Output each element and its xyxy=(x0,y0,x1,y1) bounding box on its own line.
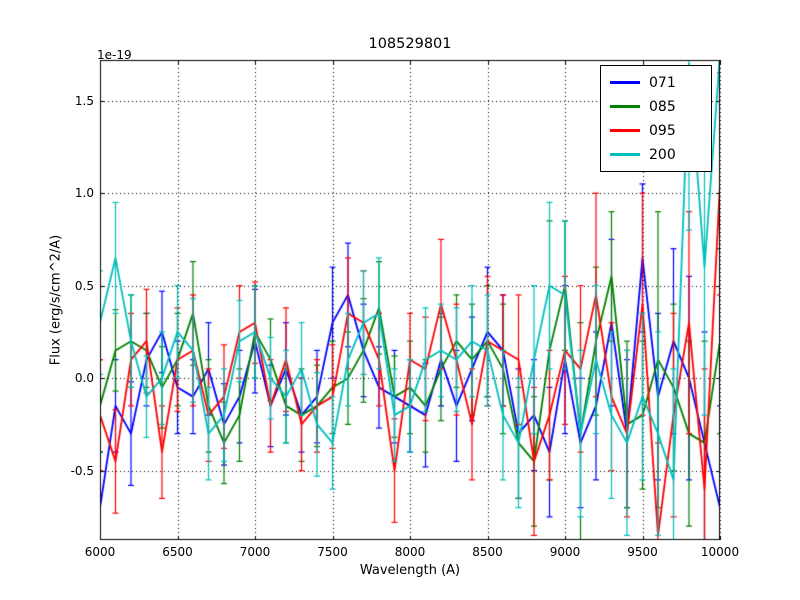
legend-entry: 071 xyxy=(610,72,702,93)
chart-title: 108529801 xyxy=(368,36,452,52)
legend-label: 200 xyxy=(649,146,676,163)
x-tick-label: 9000 xyxy=(549,545,581,559)
x-tick-label: 8500 xyxy=(472,545,503,559)
y-tick-label: -0.5 xyxy=(70,463,94,478)
x-tick-label: 7000 xyxy=(239,545,271,559)
x-tick-label: 9500 xyxy=(627,545,658,559)
y-offset-label: 1e-19 xyxy=(97,48,132,62)
x-tick-label: 8000 xyxy=(394,545,426,559)
legend-line-swatch xyxy=(610,129,640,132)
x-tick-label: 10000 xyxy=(700,545,740,559)
legend: 071 085 095 200 xyxy=(600,65,712,172)
y-tick-label: 0.5 xyxy=(74,278,94,293)
legend-label: 071 xyxy=(649,74,676,91)
legend-entry: 200 xyxy=(610,144,702,165)
y-axis-label: Flux (erg/s/cm^2/A) xyxy=(48,234,64,366)
legend-entry: 085 xyxy=(610,96,702,117)
y-tick-label: 1.0 xyxy=(74,186,94,201)
legend-line-swatch xyxy=(610,81,640,84)
legend-line-swatch xyxy=(610,153,640,156)
legend-label: 095 xyxy=(649,122,676,139)
x-tick-label: 7500 xyxy=(317,545,348,559)
y-tick-label: 1.5 xyxy=(74,93,94,108)
x-axis-label: Wavelength (A) xyxy=(359,563,461,578)
y-tick-label: 0.0 xyxy=(74,371,94,386)
legend-line-swatch xyxy=(610,105,640,108)
legend-label: 085 xyxy=(649,98,676,115)
legend-entry: 095 xyxy=(610,120,702,141)
x-tick-label: 6000 xyxy=(84,545,116,559)
x-tick-label: 6500 xyxy=(162,545,193,559)
